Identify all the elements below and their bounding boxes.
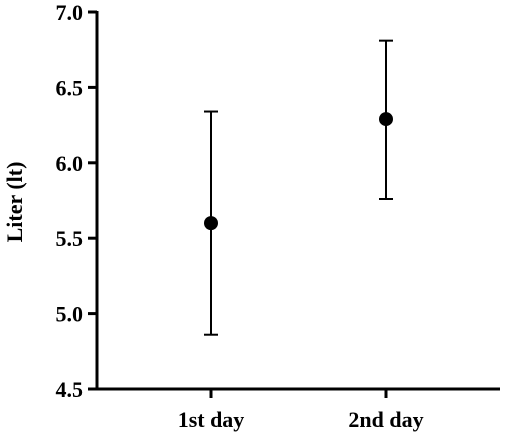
y-tick-label: 5.5 bbox=[56, 226, 84, 251]
y-tick-label: 6.0 bbox=[56, 151, 84, 176]
y-axis-label: Liter (lt) bbox=[2, 162, 27, 243]
axes bbox=[95, 11, 500, 391]
y-tick-label: 7.0 bbox=[56, 0, 84, 25]
data-point bbox=[204, 216, 218, 231]
data-point bbox=[379, 112, 393, 127]
y-tick-label: 5.0 bbox=[56, 302, 84, 327]
x-ticks: 1st day 2nd day bbox=[178, 389, 424, 432]
y-tick-label: 4.5 bbox=[56, 377, 84, 402]
y-tick-label: 6.5 bbox=[56, 75, 84, 100]
x-tick-label: 2nd day bbox=[348, 407, 423, 432]
data-marks bbox=[204, 39, 393, 336]
y-ticks: 4.5 5.0 5.5 6.0 6.5 7.0 bbox=[56, 0, 97, 402]
x-tick-label: 1st day bbox=[178, 407, 245, 432]
